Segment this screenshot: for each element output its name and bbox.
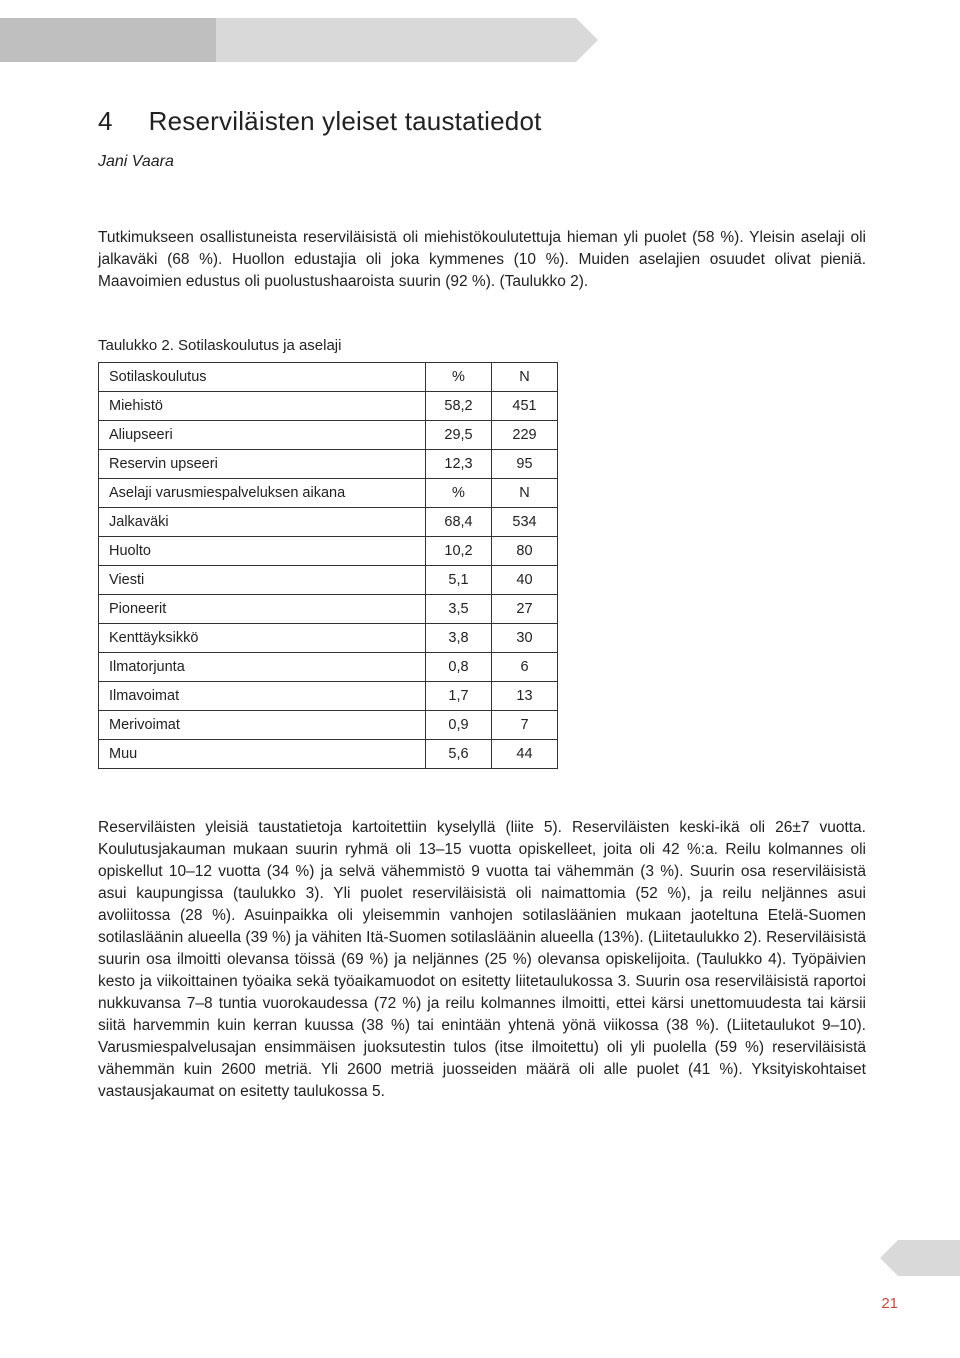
row-n: N [492, 479, 558, 508]
header-grey-block [0, 18, 216, 62]
row-label: Aselaji varusmiespalveluksen aikana [99, 479, 426, 508]
table-row: Aliupseeri29,5229 [99, 421, 558, 450]
row-label: Ilmavoimat [99, 682, 426, 711]
row-label: Muu [99, 740, 426, 769]
table-row: Muu5,644 [99, 740, 558, 769]
row-percent: 0,8 [426, 653, 492, 682]
table-row: Reservin upseeri12,395 [99, 450, 558, 479]
footer-arrow-icon [898, 1240, 960, 1276]
row-percent: 5,6 [426, 740, 492, 769]
row-n: 40 [492, 566, 558, 595]
row-percent: 1,7 [426, 682, 492, 711]
row-n: 7 [492, 711, 558, 740]
row-label: Viesti [99, 566, 426, 595]
row-n: 534 [492, 508, 558, 537]
chapter-title: Reserviläisten yleiset taustatiedot [149, 106, 542, 136]
chapter-heading: 4 Reserviläisten yleiset taustatiedot [98, 106, 866, 137]
row-percent: 68,4 [426, 508, 492, 537]
row-n: 27 [492, 595, 558, 624]
table-row: Aselaji varusmiespalveluksen aikana%N [99, 479, 558, 508]
row-label: Sotilaskoulutus [99, 363, 426, 392]
header-arrow-block [216, 18, 576, 62]
table-row: Merivoimat0,97 [99, 711, 558, 740]
row-label: Aliupseeri [99, 421, 426, 450]
row-n: 13 [492, 682, 558, 711]
intro-paragraph: Tutkimukseen osallistuneista reserviläis… [98, 227, 866, 293]
row-percent: % [426, 363, 492, 392]
row-label: Miehistö [99, 392, 426, 421]
row-n: 6 [492, 653, 558, 682]
row-percent: % [426, 479, 492, 508]
author-name: Jani Vaara [98, 153, 866, 171]
table-row: Miehistö58,2451 [99, 392, 558, 421]
row-percent: 3,5 [426, 595, 492, 624]
row-label: Huolto [99, 537, 426, 566]
table-row: Jalkaväki68,4534 [99, 508, 558, 537]
table-row: Ilmavoimat1,713 [99, 682, 558, 711]
row-percent: 5,1 [426, 566, 492, 595]
row-label: Merivoimat [99, 711, 426, 740]
row-percent: 0,9 [426, 711, 492, 740]
row-n: 95 [492, 450, 558, 479]
row-n: N [492, 363, 558, 392]
row-n: 451 [492, 392, 558, 421]
body-paragraph: Reserviläisten yleisiä taustatietoja kar… [98, 817, 866, 1103]
row-percent: 10,2 [426, 537, 492, 566]
row-n: 44 [492, 740, 558, 769]
table-caption: Taulukko 2. Sotilaskoulutus ja aselaji [98, 337, 866, 354]
table-row: Kenttäyksikkö3,830 [99, 624, 558, 653]
table-row: Pioneerit3,527 [99, 595, 558, 624]
chapter-number: 4 [98, 106, 113, 137]
table-row: Viesti5,140 [99, 566, 558, 595]
row-label: Ilmatorjunta [99, 653, 426, 682]
table-row: Sotilaskoulutus%N [99, 363, 558, 392]
row-percent: 3,8 [426, 624, 492, 653]
data-table: Sotilaskoulutus%NMiehistö58,2451Aliupsee… [98, 362, 558, 769]
row-label: Jalkaväki [99, 508, 426, 537]
main-content: 4 Reserviläisten yleiset taustatiedot Jan… [98, 106, 866, 1103]
row-n: 80 [492, 537, 558, 566]
page-number: 21 [881, 1295, 898, 1312]
row-percent: 12,3 [426, 450, 492, 479]
row-percent: 29,5 [426, 421, 492, 450]
row-n: 229 [492, 421, 558, 450]
row-n: 30 [492, 624, 558, 653]
row-label: Pioneerit [99, 595, 426, 624]
row-percent: 58,2 [426, 392, 492, 421]
row-label: Reservin upseeri [99, 450, 426, 479]
table-row: Ilmatorjunta0,86 [99, 653, 558, 682]
table-row: Huolto10,280 [99, 537, 558, 566]
row-label: Kenttäyksikkö [99, 624, 426, 653]
